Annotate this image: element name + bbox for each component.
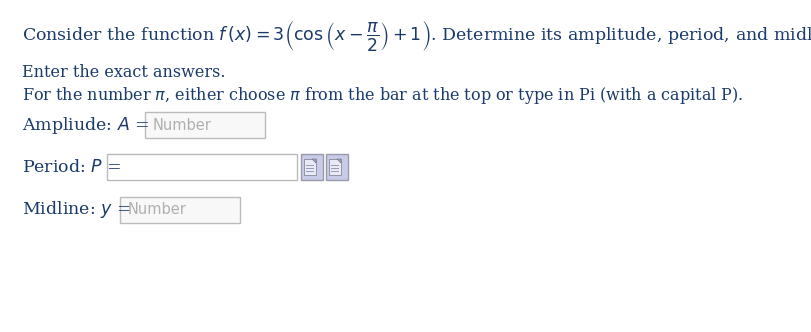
Text: Period: $\mathit{P}$ =: Period: $\mathit{P}$ = <box>22 158 122 176</box>
FancyBboxPatch shape <box>325 154 348 180</box>
Text: Enter the exact answers.: Enter the exact answers. <box>22 64 225 81</box>
FancyBboxPatch shape <box>328 159 341 175</box>
FancyBboxPatch shape <box>120 197 240 223</box>
Polygon shape <box>337 159 341 163</box>
FancyBboxPatch shape <box>303 159 315 175</box>
FancyBboxPatch shape <box>301 154 323 180</box>
Text: Consider the function $f\,(x) = 3\left(\cos\left(x - \dfrac{\pi}{2}\right) + 1\r: Consider the function $f\,(x) = 3\left(\… <box>22 18 811 53</box>
Text: Ampliude: $\mathit{A}$ =: Ampliude: $\mathit{A}$ = <box>22 115 149 135</box>
Polygon shape <box>311 159 315 163</box>
FancyBboxPatch shape <box>145 112 264 138</box>
Text: Midline: $\mathit{y}$ =: Midline: $\mathit{y}$ = <box>22 200 131 220</box>
Text: For the number $\pi$, either choose $\pi$ from the bar at the top or type in Pi : For the number $\pi$, either choose $\pi… <box>22 85 743 106</box>
Text: Number: Number <box>152 118 212 132</box>
FancyBboxPatch shape <box>107 154 297 180</box>
Text: Number: Number <box>128 203 187 217</box>
